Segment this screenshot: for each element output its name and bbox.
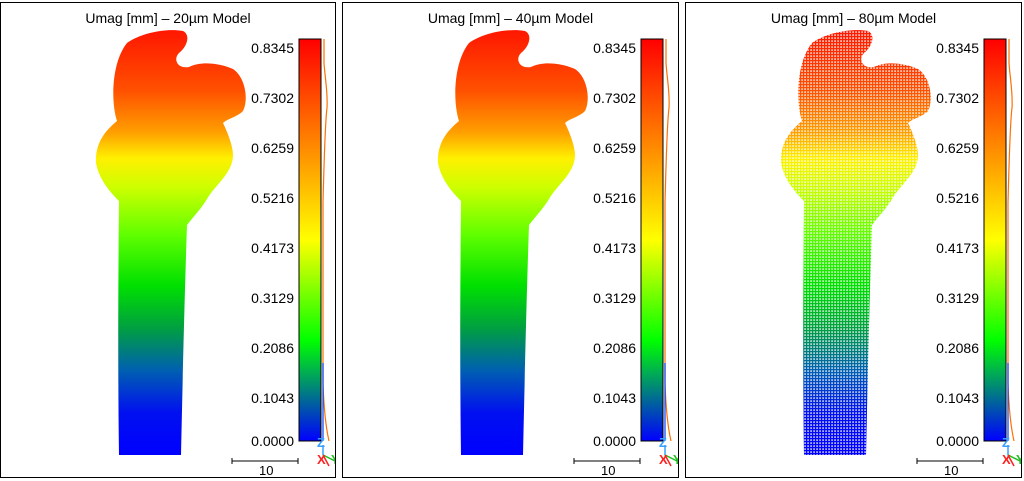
panel-40um: Umag [mm] – 40µm Model bbox=[342, 2, 679, 478]
colorbar-label: 0.7302 bbox=[593, 90, 636, 106]
triad-y-label: Y bbox=[331, 452, 335, 467]
colorbar-label: 0.4173 bbox=[936, 240, 979, 256]
triad-y-axis bbox=[1007, 454, 1021, 462]
femur-plot bbox=[437, 30, 678, 467]
femur-plot bbox=[95, 30, 335, 467]
colorbar-label: 0.0000 bbox=[593, 433, 636, 449]
triad-y-label: Y bbox=[673, 452, 678, 467]
colorbar-label: 0.2086 bbox=[251, 340, 294, 356]
colorbar-label: 0.4173 bbox=[251, 240, 294, 256]
colorbar-label: 0.7302 bbox=[936, 90, 979, 106]
scale-bar-label: 10 bbox=[601, 463, 616, 478]
panel-title: Umag [mm] – 80µm Model bbox=[770, 10, 937, 26]
triad-y-label: Y bbox=[1016, 452, 1021, 467]
colorbar-label: 0.3129 bbox=[251, 290, 294, 306]
colorbar-label: 0.1043 bbox=[251, 390, 294, 406]
histogram-curve bbox=[322, 39, 330, 442]
colorbar-label: 0.8345 bbox=[936, 40, 979, 56]
colorbar-label: 0.1043 bbox=[936, 390, 979, 406]
panel-title: Umag [mm] – 20µm Model bbox=[85, 10, 251, 26]
colorbar-label: 0.5216 bbox=[251, 190, 294, 206]
scale-bar-label: 10 bbox=[259, 463, 274, 478]
histogram-curve bbox=[664, 39, 672, 442]
colorbar-label: 0.6259 bbox=[593, 140, 636, 156]
triad-x-axis bbox=[1007, 454, 1015, 467]
femur-mesh-tint bbox=[780, 30, 931, 456]
colorbar-label: 0.3129 bbox=[936, 290, 979, 306]
triad-z-label: Z bbox=[1002, 435, 1010, 450]
femur-shape bbox=[437, 30, 588, 456]
colorbar-label: 0.5216 bbox=[593, 190, 636, 206]
panel-80um: Umag [mm] – 80µm Model bbox=[685, 2, 1022, 478]
panel-title: Umag [mm] – 40µm Model bbox=[427, 10, 594, 26]
colorbar-label: 0.8345 bbox=[251, 40, 294, 56]
triad-x-axis bbox=[664, 454, 672, 467]
triad-z-label: Z bbox=[659, 435, 667, 450]
triad-y-axis bbox=[664, 454, 678, 462]
triad-x-label: X bbox=[317, 452, 326, 467]
triad-x-label: X bbox=[659, 452, 668, 467]
panel-20um: Umag [mm] – 20µm Model bbox=[0, 2, 336, 478]
colorbar-label: 0.6259 bbox=[251, 140, 294, 156]
colorbar bbox=[298, 38, 322, 442]
triad-x-label: X bbox=[1002, 452, 1011, 467]
colorbar-label: 0.3129 bbox=[593, 290, 636, 306]
colorbar-label: 0.8345 bbox=[593, 40, 636, 56]
triad-z-label: Z bbox=[317, 435, 325, 450]
colorbar-label: 0.6259 bbox=[936, 140, 979, 156]
colorbar bbox=[640, 38, 664, 442]
colorbar-label: 0.0000 bbox=[936, 433, 979, 449]
colorbar bbox=[983, 38, 1007, 442]
colorbar-label: 0.2086 bbox=[593, 340, 636, 356]
histogram-curve bbox=[1007, 39, 1015, 442]
scale-bar-label: 10 bbox=[944, 463, 959, 478]
colorbar-label: 0.7302 bbox=[251, 90, 294, 106]
triad-y-axis bbox=[322, 454, 335, 462]
femur-shape bbox=[95, 30, 246, 456]
colorbar-label: 0.5216 bbox=[936, 190, 979, 206]
colorbar-label: 0.2086 bbox=[936, 340, 979, 356]
colorbar-label: 0.0000 bbox=[251, 433, 294, 449]
colorbar-label: 0.1043 bbox=[593, 390, 636, 406]
triad-x-axis bbox=[322, 454, 330, 467]
femur-plot bbox=[780, 30, 1021, 467]
colorbar-label: 0.4173 bbox=[593, 240, 636, 256]
